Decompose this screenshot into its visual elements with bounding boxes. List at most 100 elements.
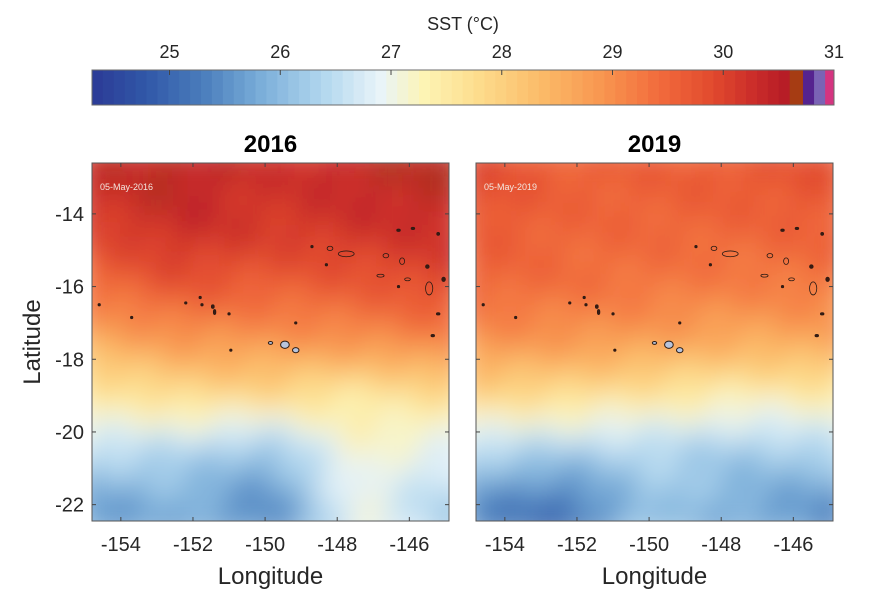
axes-frame (475, 162, 834, 522)
island-outline (294, 321, 298, 325)
x-tick-label: -148 (701, 534, 741, 556)
colorbar-segment (310, 70, 322, 105)
island-outline (568, 301, 572, 305)
x-tick-label: -146 (389, 534, 429, 556)
colorbar-segment (484, 70, 496, 105)
colorbar-segment (375, 70, 387, 105)
island-outline (825, 276, 830, 282)
colorbar-segment (190, 70, 202, 105)
colorbar-segment (473, 70, 486, 105)
island-outline (664, 340, 674, 349)
colorbar-bin (814, 70, 826, 105)
island-outline (337, 250, 355, 258)
island-outline (596, 309, 601, 315)
island-outline (694, 244, 698, 249)
colorbar-segment (593, 70, 605, 105)
island-outline (97, 303, 101, 307)
island-outline (780, 284, 785, 289)
island-outline (267, 340, 274, 345)
colorbar-segment (397, 70, 409, 105)
colorbar-segment (746, 70, 758, 105)
island-outline (430, 334, 435, 338)
colorbar-segment (429, 70, 442, 105)
island-outline (130, 315, 134, 320)
island-outline (760, 273, 769, 278)
island-outline (809, 264, 814, 269)
colorbar-segment (266, 70, 278, 105)
colorbar-segment (211, 70, 224, 105)
island-outline (198, 295, 202, 300)
colorbar-ticks (169, 70, 724, 75)
island-outline (200, 303, 204, 307)
colorbar-segment (440, 70, 453, 105)
colorbar-tick-label: 31 (824, 42, 844, 62)
colorbar-segment (680, 70, 693, 105)
colorbar-segment (113, 70, 126, 105)
x-axis-title: Longitude (602, 563, 707, 590)
colorbar-segment (735, 70, 747, 105)
panel-2016: 2016 05-May-2016 -154 -152 -150 -148 -146 -14 -1… (55, 131, 450, 590)
island-outline (425, 264, 430, 269)
colorbar-segment (615, 70, 627, 105)
colorbar-segment (669, 70, 682, 105)
y-tick-label: -16 (55, 277, 84, 299)
panel-title: 2016 (244, 131, 297, 158)
colorbar-bar (91, 69, 835, 106)
colorbar-segment (408, 70, 420, 105)
island-outline (710, 245, 718, 251)
island-outline (678, 321, 682, 325)
colorbar-segment (637, 70, 649, 105)
colorbar-segment (157, 70, 169, 105)
island-outline (404, 277, 411, 282)
island-outline (820, 232, 825, 236)
colorbar-title: SST (°C) (427, 14, 499, 34)
colorbar-tick-label: 25 (160, 42, 180, 62)
island-outline (809, 281, 818, 296)
island-outline (210, 304, 215, 309)
island-outline (326, 245, 334, 251)
y-tick-label: -20 (55, 422, 84, 444)
x-tick-label: -150 (245, 534, 285, 556)
colorbar-segment (201, 70, 213, 105)
colorbar-segment (495, 70, 507, 105)
island-outline (396, 228, 401, 232)
island-outline (435, 312, 441, 316)
axes-frame (91, 162, 450, 522)
x-tick-label: -152 (173, 534, 213, 556)
colorbar-segment (626, 70, 638, 105)
colorbar-segment (179, 70, 191, 105)
x-tick-label: -154 (101, 534, 141, 556)
islands (97, 226, 446, 354)
colorbar-segment (364, 70, 377, 105)
colorbar-segment (724, 70, 736, 105)
panel-2019: 2019 05-May-2019 -154 -152 -150 -148 -146 Longi… (475, 131, 834, 590)
colorbar-segment (582, 70, 595, 105)
island-outline (651, 340, 658, 345)
colorbar-segment (353, 70, 366, 105)
colorbar-segment (222, 70, 235, 105)
x-tick-label: -148 (317, 534, 357, 556)
colorbar-tick-label: 30 (713, 42, 733, 62)
island-outline (783, 257, 790, 265)
island-outline (382, 253, 390, 259)
colorbar-segment (604, 70, 616, 105)
x-tick-label: -154 (485, 534, 525, 556)
island-outline (184, 301, 188, 305)
colorbar-segment (419, 70, 431, 105)
colorbar-segment (168, 70, 180, 105)
colorbar-frame (91, 69, 835, 106)
colorbar-tick-labels: 25 26 27 28 29 30 31 (160, 42, 845, 62)
colorbar-segment (102, 70, 115, 105)
island-outline (584, 303, 588, 307)
x-tick-label: -146 (773, 534, 813, 556)
colorbar-tick-label: 29 (602, 42, 622, 62)
island-outline (436, 232, 441, 236)
colorbar-segment (647, 70, 660, 105)
colorbar-segment (756, 70, 769, 105)
colorbar-segment (331, 70, 344, 105)
date-label: 05-May-2019 (484, 182, 537, 192)
colorbar-segment (386, 70, 398, 105)
colorbar: SST (°C) 25 26 27 28 29 30 31 (91, 14, 845, 106)
island-outline (613, 348, 617, 352)
